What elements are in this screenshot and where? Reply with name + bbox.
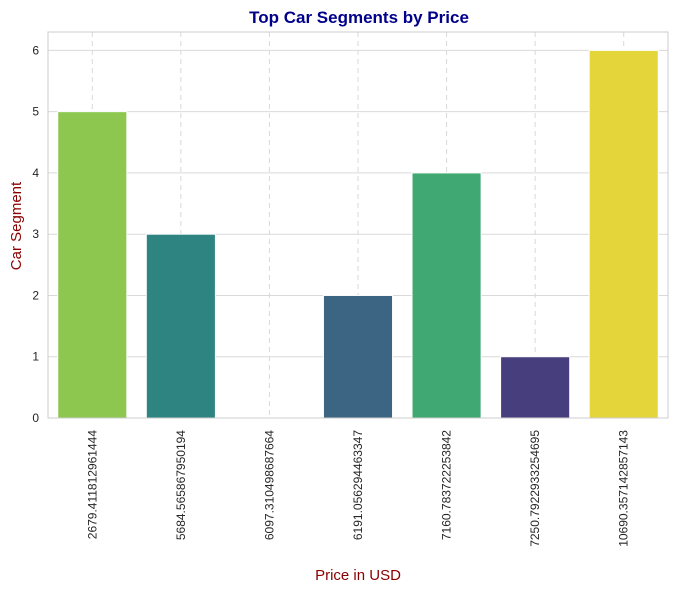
y-tick-label: 0 [32, 411, 39, 425]
y-tick-label: 1 [32, 350, 39, 364]
y-tick-label: 2 [32, 288, 39, 302]
y-tick-label: 6 [32, 43, 39, 57]
x-tick-label: 5684.565867950194 [174, 430, 188, 540]
y-tick-label: 3 [32, 227, 39, 241]
bar [500, 356, 571, 419]
x-tick-label: 7250.7922933254695 [528, 430, 542, 547]
y-tick-label: 5 [32, 105, 39, 119]
bar [322, 294, 394, 419]
y-ticks: 0 1 2 3 4 5 6 [32, 43, 39, 425]
x-ticks: 2679.411812961444 5684.565867950194 6097.3… [85, 430, 630, 547]
bar [588, 49, 659, 419]
y-tick-label: 4 [32, 166, 39, 180]
x-tick-label: 10690.357142857143 [617, 430, 631, 547]
x-tick-label: 7160.783722253842 [440, 430, 454, 540]
x-axis-label: Price in USD [315, 567, 401, 584]
x-tick-label: 6097.310498687664 [262, 430, 276, 540]
x-tick-label: 2679.411812961444 [85, 430, 99, 540]
bar [145, 233, 216, 419]
chart-title: Top Car Segments by Price [249, 8, 469, 27]
bars [57, 49, 659, 419]
bar [57, 111, 128, 419]
x-tick-label: 6191.056294463347 [351, 430, 365, 540]
plot-frame [47, 31, 669, 419]
bar [411, 172, 482, 419]
y-axis-label: Car Segment [8, 181, 25, 270]
